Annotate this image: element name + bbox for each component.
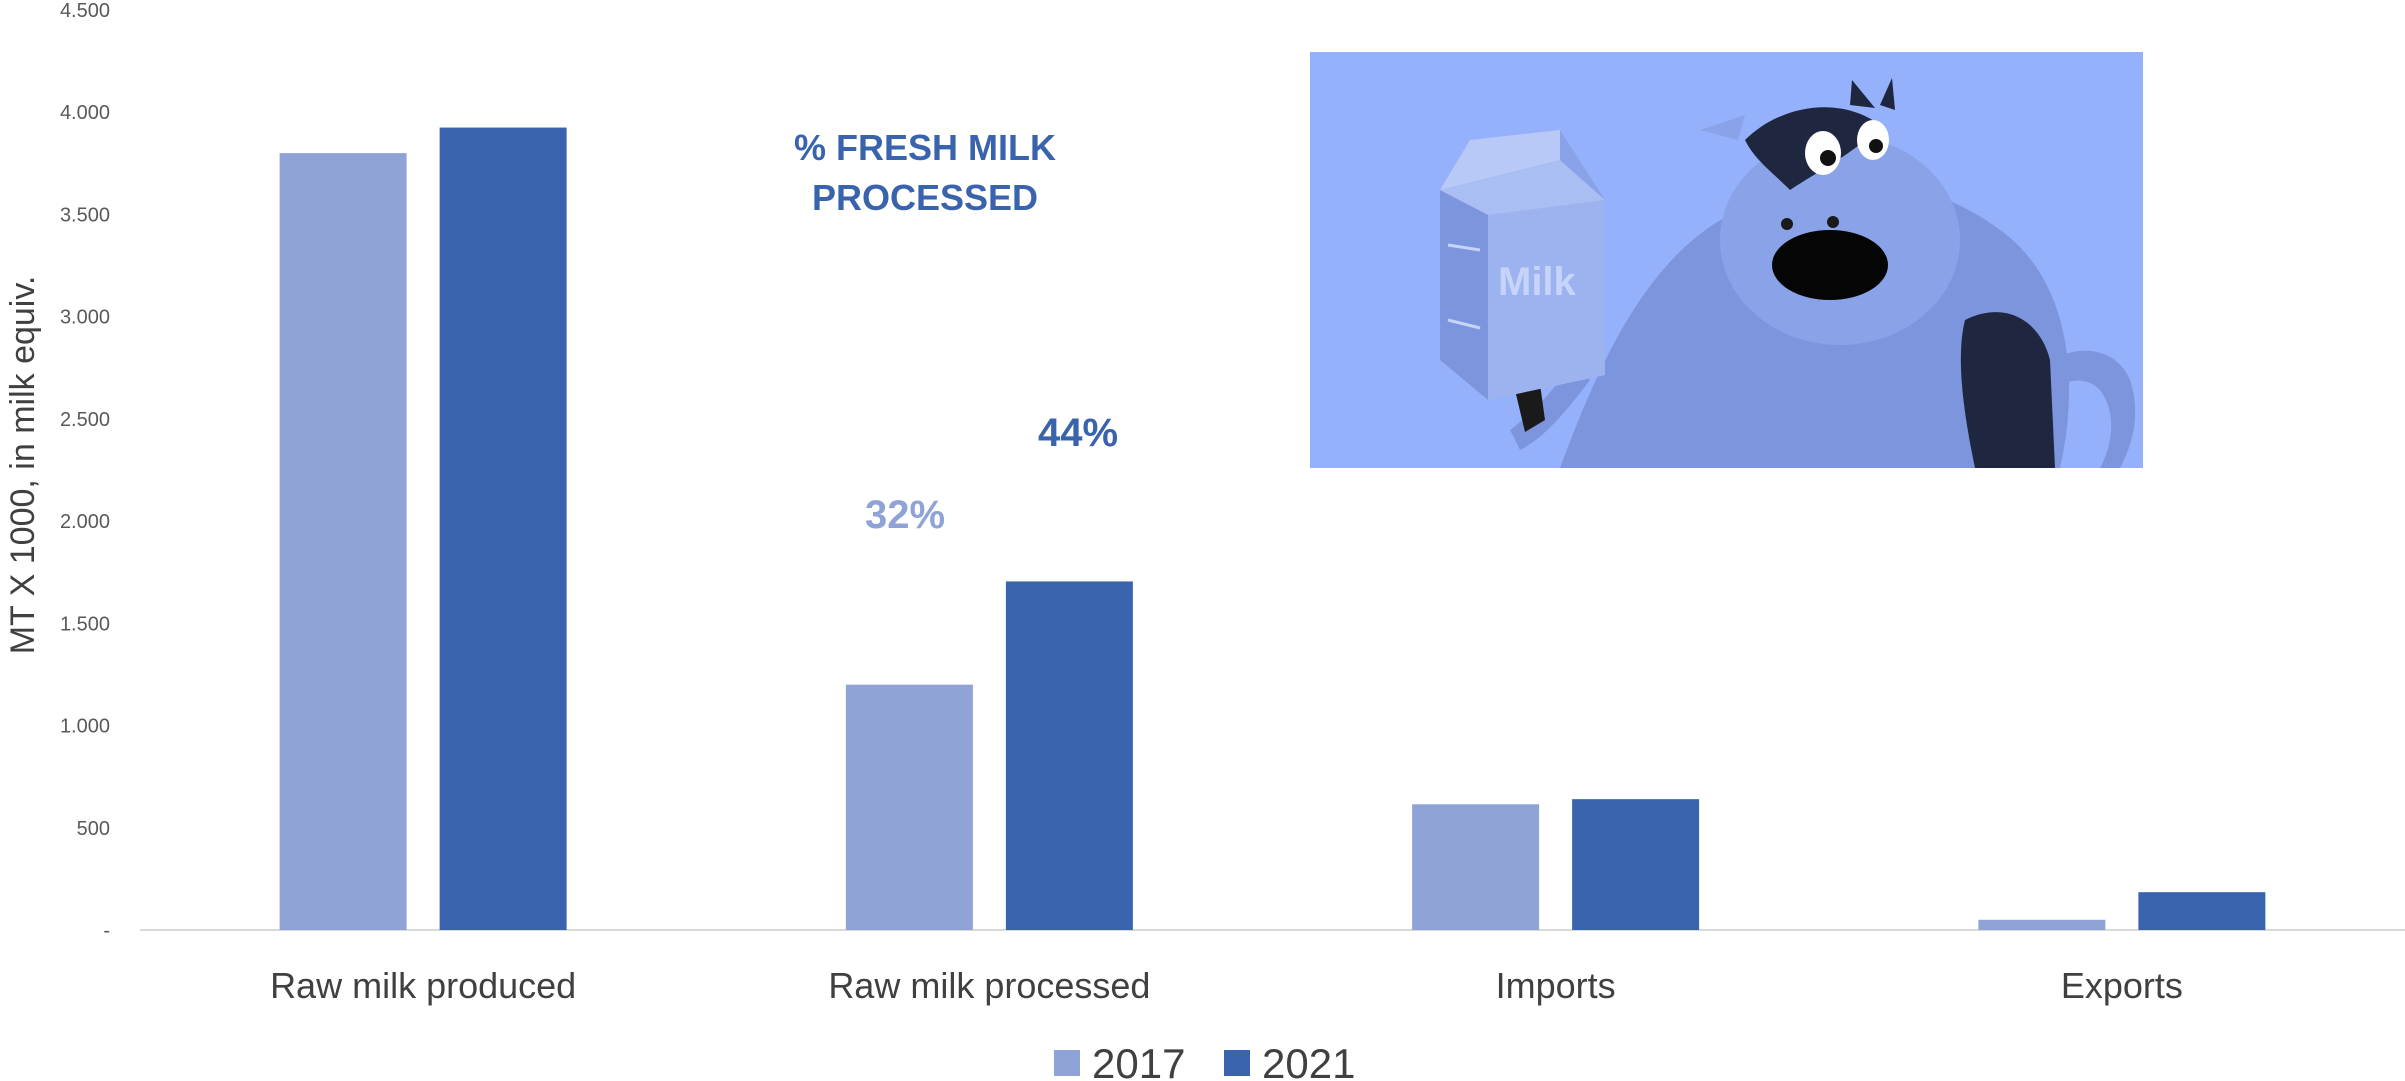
category-label: Exports bbox=[2061, 965, 2183, 1006]
y-axis-label: MT X 1000, in milk equiv. bbox=[4, 276, 42, 655]
y-tick-label: 2.500 bbox=[60, 409, 110, 431]
annotation-title-line1: % FRESH MILK bbox=[794, 127, 1056, 168]
legend-label-2021: 2021 bbox=[1262, 1040, 1355, 1081]
legend-label-2017: 2017 bbox=[1092, 1040, 1185, 1081]
category-label: Imports bbox=[1496, 965, 1616, 1006]
legend: 2017 2021 bbox=[1054, 1040, 1355, 1081]
legend-swatch-2021 bbox=[1224, 1050, 1250, 1076]
bar-2021 bbox=[1005, 581, 1133, 930]
y-tick-label: - bbox=[103, 920, 110, 942]
bar-2021 bbox=[1572, 799, 1700, 930]
bar-2017 bbox=[845, 684, 973, 930]
y-tick-label: 1.500 bbox=[60, 613, 110, 635]
y-tick-label: 500 bbox=[77, 818, 110, 840]
y-axis-ticks: - 500 1.000 1.500 2.000 2.500 3.000 3.500 4.000 4… bbox=[60, 0, 110, 942]
milk-carton-text: Milk bbox=[1498, 260, 1577, 304]
legend-swatch-2017 bbox=[1054, 1050, 1080, 1076]
y-tick-label: 1.000 bbox=[60, 716, 110, 738]
bar-2021 bbox=[439, 127, 567, 931]
pct-2021-label: 44% bbox=[1038, 411, 1118, 455]
category-label: Raw milk produced bbox=[270, 965, 576, 1006]
y-tick-label: 3.000 bbox=[60, 307, 110, 329]
milk-carton-icon: Milk bbox=[1440, 130, 1605, 400]
bar-2021 bbox=[2138, 892, 2266, 930]
y-tick-label: 4.500 bbox=[60, 0, 110, 22]
bar-2017 bbox=[279, 153, 407, 931]
bar-2017 bbox=[1978, 919, 2106, 930]
y-tick-label: 4.000 bbox=[60, 102, 110, 124]
pct-2017-label: 32% bbox=[865, 493, 945, 537]
y-tick-label: 2.000 bbox=[60, 511, 110, 533]
cow-milk-illustration: Milk bbox=[1310, 52, 2143, 468]
bars-group bbox=[279, 127, 2266, 931]
category-label: Raw milk processed bbox=[828, 965, 1150, 1006]
annotation-title-line2: PROCESSED bbox=[812, 177, 1038, 218]
category-labels: Raw milk produced Raw milk processed Impor… bbox=[270, 965, 2183, 1006]
y-tick-label: 3.500 bbox=[60, 204, 110, 226]
cow-mouth bbox=[1772, 230, 1888, 300]
bar-2017 bbox=[1412, 804, 1540, 930]
